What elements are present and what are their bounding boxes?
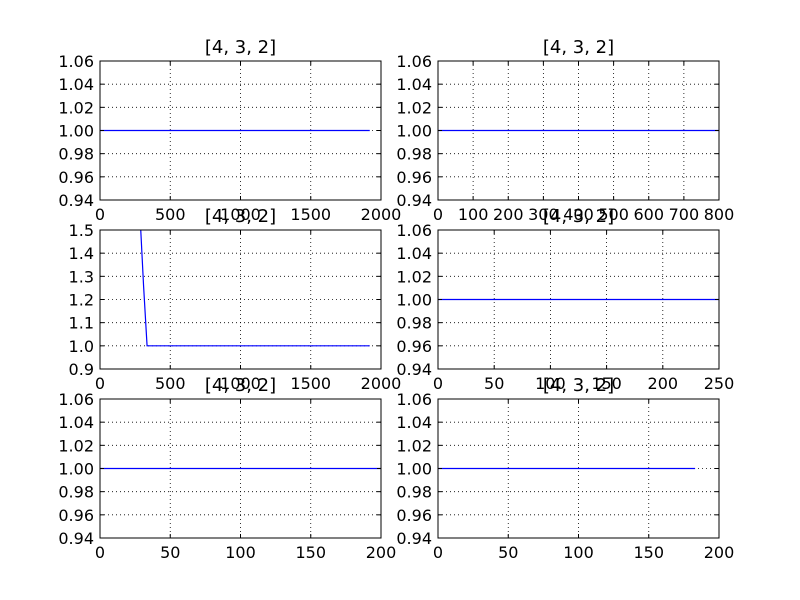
y-tick-label: 1.04	[396, 75, 432, 94]
series-line	[140, 229, 370, 347]
y-tick-label: 1.00	[396, 122, 432, 141]
x-tick-label: 200	[648, 374, 679, 393]
y-tick-label: 1.02	[396, 98, 432, 117]
plot-frame	[437, 398, 720, 539]
x-tick-label: 50	[160, 543, 180, 562]
y-tick-label: 1.02	[396, 267, 432, 286]
x-tick-label: 400	[563, 205, 594, 224]
y-tick-label: 1.02	[396, 436, 432, 455]
y-tick-label: 1.00	[396, 460, 432, 479]
y-tick-label: 1.00	[58, 460, 94, 479]
y-tick-label: 0.98	[58, 483, 94, 502]
x-tick-label: 100	[225, 543, 256, 562]
x-tick-label: 2000	[361, 205, 402, 224]
y-tick-label: 1.2	[69, 291, 94, 310]
y-tick-label: 1.04	[58, 413, 94, 432]
y-tick-label: 0.96	[58, 506, 94, 525]
subplot-5: 0 50 100 150 200 0.94 0.96 0.98 1.00 1.02 1.04 1.06…	[58, 375, 396, 562]
x-tick-label: 500	[155, 374, 186, 393]
chart-title: [4, 3, 2]	[205, 375, 276, 396]
y-tick-label: 0.96	[396, 506, 432, 525]
y-tick-label: 0.9	[69, 360, 94, 379]
x-tick-label: 600	[633, 205, 664, 224]
x-tick-label: 150	[295, 543, 326, 562]
subplot-6: 0 50 100 150 200 0.94 0.96 0.98 1.00 1.02 1.04 1.06…	[396, 375, 734, 562]
y-tick-label: 1.06	[396, 390, 432, 409]
y-tick-label: 0.96	[58, 168, 94, 187]
y-tick-label: 0.96	[396, 337, 432, 356]
y-tick-label: 1.06	[396, 221, 432, 240]
x-tick-label: 500	[598, 205, 629, 224]
y-tick-label: 0.94	[396, 360, 432, 379]
y-tick-label: 0.98	[396, 483, 432, 502]
x-tick-label: 200	[493, 205, 524, 224]
y-tick-label: 1.04	[396, 413, 432, 432]
y-tick-label: 0.94	[396, 529, 432, 548]
x-tick-label: 200	[704, 543, 735, 562]
x-tick-label: 800	[704, 205, 735, 224]
y-tick-label: 1.04	[396, 244, 432, 263]
y-tick-label: 1.06	[58, 390, 94, 409]
x-tick-label: 500	[155, 205, 186, 224]
x-tick-label: 100	[563, 543, 594, 562]
x-tick-label: 250	[704, 374, 735, 393]
x-tick-label: 150	[591, 374, 622, 393]
y-tick-label: 1.06	[396, 52, 432, 71]
x-tick-label: 50	[498, 543, 518, 562]
y-tick-label: 1.02	[58, 436, 94, 455]
plot-frame	[437, 229, 720, 370]
y-tick-label: 0.96	[396, 168, 432, 187]
subplot-3: 0 500 1000 1500 2000 0.9 1.0 1.1 1.2 1.3 1.4 1.5 [4,…	[69, 206, 402, 393]
x-tick-label: 700	[669, 205, 700, 224]
y-tick-label: 1.02	[58, 98, 94, 117]
x-tick-label: 1000	[220, 205, 261, 224]
x-tick-label: 300	[528, 205, 559, 224]
chart-title: [4, 3, 2]	[205, 206, 276, 227]
y-tick-label: 0.98	[396, 145, 432, 164]
chart-title: [4, 3, 2]	[543, 206, 614, 227]
subplot-2: 0 100 200 300 400 500 600 700 800 0.94 0.96 0.98 1.0…	[396, 37, 734, 224]
y-tick-label: 1.5	[69, 221, 94, 240]
x-tick-label: 0	[433, 543, 443, 562]
y-tick-label: 1.0	[69, 337, 94, 356]
plot-frame	[99, 60, 382, 201]
y-tick-label: 1.06	[58, 52, 94, 71]
y-tick-label: 1.00	[396, 291, 432, 310]
y-tick-label: 0.94	[58, 529, 94, 548]
plot-frame	[99, 229, 382, 370]
x-tick-label: 0	[95, 374, 105, 393]
chart-title: [4, 3, 2]	[543, 37, 614, 58]
x-tick-label: 100	[458, 205, 489, 224]
x-tick-label: 150	[633, 543, 664, 562]
x-tick-label: 0	[95, 205, 105, 224]
subplot-4: 0 50 100 150 200 250 0.94 0.96 0.98 1.00 1.02 1.04 1…	[396, 206, 734, 393]
chart-title: [4, 3, 2]	[543, 375, 614, 396]
x-tick-label: 2000	[361, 374, 402, 393]
y-tick-label: 0.94	[396, 191, 432, 210]
x-tick-label: 1500	[290, 374, 331, 393]
y-tick-label: 0.98	[396, 314, 432, 333]
x-tick-label: 50	[484, 374, 504, 393]
subplot-1: 0 500 1000 1500 2000 0.94 0.96 0.98 1.00 1.02 1.04…	[58, 37, 401, 224]
plot-frame	[437, 60, 720, 201]
x-tick-label: 100	[535, 374, 566, 393]
y-tick-label: 0.98	[58, 145, 94, 164]
y-tick-label: 1.04	[58, 75, 94, 94]
x-tick-label: 0	[95, 543, 105, 562]
x-tick-label: 200	[366, 543, 397, 562]
y-tick-label: 1.3	[69, 267, 94, 286]
y-tick-label: 1.00	[58, 122, 94, 141]
plot-frame	[99, 398, 382, 539]
y-tick-label: 1.4	[69, 244, 94, 263]
y-tick-label: 1.1	[69, 314, 94, 333]
x-tick-label: 1500	[290, 205, 331, 224]
chart-title: [4, 3, 2]	[205, 37, 276, 58]
x-tick-label: 0	[433, 205, 443, 224]
x-tick-label: 0	[433, 374, 443, 393]
y-tick-label: 0.94	[58, 191, 94, 210]
x-tick-label: 1000	[220, 374, 261, 393]
